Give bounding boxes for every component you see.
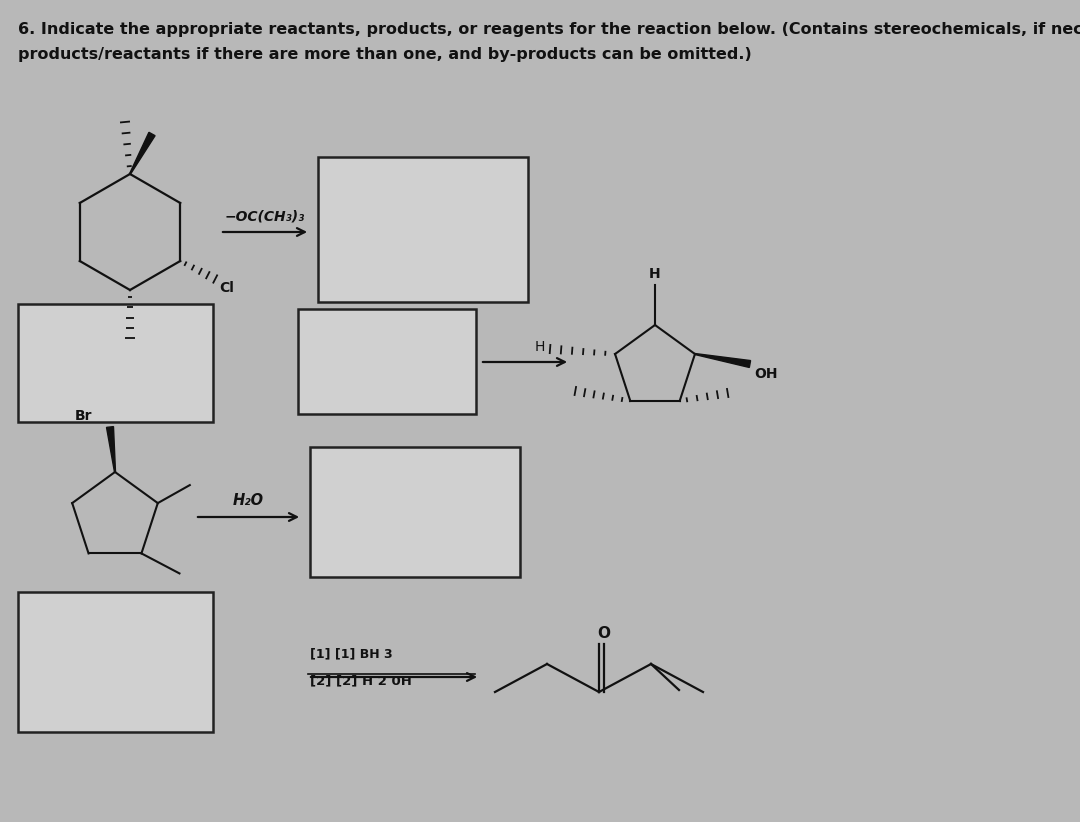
Text: H₂O: H₂O — [232, 493, 264, 508]
Text: [2] [2] H 2 0H: [2] [2] H 2 0H — [310, 674, 411, 687]
Text: H: H — [535, 340, 545, 354]
Bar — [310, 447, 519, 577]
Text: Cl: Cl — [219, 281, 234, 295]
Text: [1] [1] BH 3: [1] [1] BH 3 — [310, 647, 393, 660]
Bar — [18, 592, 213, 732]
Text: OH: OH — [754, 367, 778, 381]
Bar — [18, 304, 213, 422]
Bar — [318, 157, 528, 302]
Text: Br: Br — [75, 409, 92, 423]
Text: H: H — [649, 267, 661, 281]
Text: products/reactants if there are more than one, and by-products can be omitted.): products/reactants if there are more tha… — [18, 47, 752, 62]
Text: O: O — [597, 626, 610, 641]
Polygon shape — [130, 132, 156, 174]
Polygon shape — [107, 427, 116, 472]
Text: −OC(CH₃)₃: −OC(CH₃)₃ — [225, 210, 306, 224]
Text: 6. Indicate the appropriate reactants, products, or reagents for the reaction be: 6. Indicate the appropriate reactants, p… — [18, 22, 1080, 37]
Polygon shape — [694, 353, 751, 367]
Bar — [298, 309, 476, 414]
